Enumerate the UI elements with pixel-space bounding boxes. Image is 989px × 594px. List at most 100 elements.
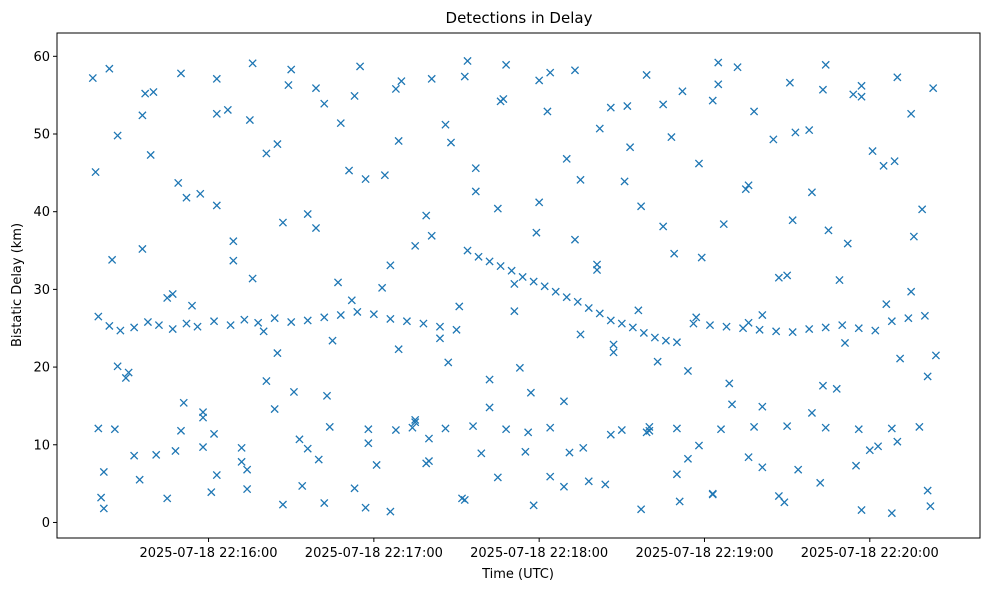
data-point <box>303 209 312 219</box>
data-point <box>262 377 271 386</box>
data-point <box>518 272 527 282</box>
data-point <box>113 362 122 371</box>
data-point <box>243 484 252 494</box>
data-point <box>427 231 436 240</box>
data-point <box>783 422 792 431</box>
data-point <box>273 140 282 149</box>
data-point <box>896 354 905 363</box>
data-point <box>774 273 783 282</box>
y-axis-label: Bistatic Delay (km) <box>10 223 25 347</box>
data-point <box>435 334 445 343</box>
data-point <box>135 475 144 484</box>
data-point <box>821 60 830 69</box>
data-point <box>672 424 681 433</box>
data-point <box>769 135 778 144</box>
data-point <box>193 322 202 331</box>
data-point <box>336 310 345 320</box>
data-point <box>772 327 781 336</box>
data-point <box>923 372 932 381</box>
data-point <box>879 161 888 170</box>
data-point <box>163 293 172 302</box>
data-point <box>198 413 208 422</box>
data-point <box>904 314 913 323</box>
data-point <box>714 58 723 67</box>
data-point <box>97 493 106 502</box>
data-point <box>727 400 737 409</box>
x-tick-label: 2025-07-18 22:20:00 <box>801 546 939 561</box>
data-point <box>394 345 403 354</box>
data-point <box>675 497 684 506</box>
data-point <box>672 470 681 479</box>
data-point <box>347 296 356 305</box>
data-point <box>535 198 544 207</box>
data-point <box>540 282 549 291</box>
data-point <box>386 314 395 323</box>
data-point <box>105 321 114 330</box>
data-point <box>871 326 880 335</box>
data-point <box>758 310 767 320</box>
data-point <box>851 461 861 470</box>
data-point <box>606 430 615 439</box>
data-point <box>402 317 411 326</box>
data-point <box>163 494 172 503</box>
data-point <box>741 185 750 194</box>
data-point <box>94 312 103 321</box>
data-point <box>546 68 555 77</box>
data-point <box>298 481 307 491</box>
data-point <box>617 425 626 435</box>
data-point <box>207 488 216 497</box>
data-point <box>179 398 188 407</box>
data-point <box>893 73 902 82</box>
data-point <box>427 74 436 83</box>
data-point <box>532 228 541 237</box>
data-point <box>887 317 896 326</box>
data-point <box>733 63 742 72</box>
data-point <box>149 87 158 97</box>
data-point <box>857 81 866 90</box>
data-point <box>176 426 186 435</box>
data-point <box>254 318 263 327</box>
data-point <box>353 307 362 316</box>
data-point <box>785 78 794 87</box>
data-point <box>873 442 883 451</box>
data-point <box>424 434 434 443</box>
data-point <box>477 449 486 458</box>
data-point <box>320 498 329 508</box>
data-point <box>182 319 191 328</box>
data-point <box>394 136 403 146</box>
data-point <box>595 309 604 318</box>
data-point <box>570 235 580 244</box>
data-point <box>468 422 478 431</box>
data-point <box>446 138 456 147</box>
data-point <box>259 327 268 336</box>
data-point <box>361 503 370 512</box>
data-point <box>273 349 282 358</box>
data-point <box>849 90 858 99</box>
data-point <box>551 287 560 296</box>
data-point <box>113 131 122 140</box>
data-point <box>620 177 629 186</box>
data-point <box>670 249 679 258</box>
data-point <box>333 278 343 287</box>
data-point <box>408 423 417 432</box>
data-point <box>485 403 494 412</box>
data-point <box>576 175 585 184</box>
data-point <box>284 80 293 90</box>
data-point <box>840 338 850 348</box>
data-point <box>887 424 896 433</box>
data-point <box>237 443 246 452</box>
data-point <box>386 507 395 516</box>
data-point <box>174 178 183 188</box>
data-point <box>452 325 461 334</box>
data-point <box>683 454 693 463</box>
y-tick-label: 60 <box>33 50 50 65</box>
data-point <box>212 109 221 118</box>
data-point <box>626 143 635 152</box>
data-point <box>463 56 472 66</box>
data-point <box>816 478 825 487</box>
data-point <box>419 319 428 328</box>
data-point <box>278 500 287 509</box>
data-point <box>750 422 759 431</box>
